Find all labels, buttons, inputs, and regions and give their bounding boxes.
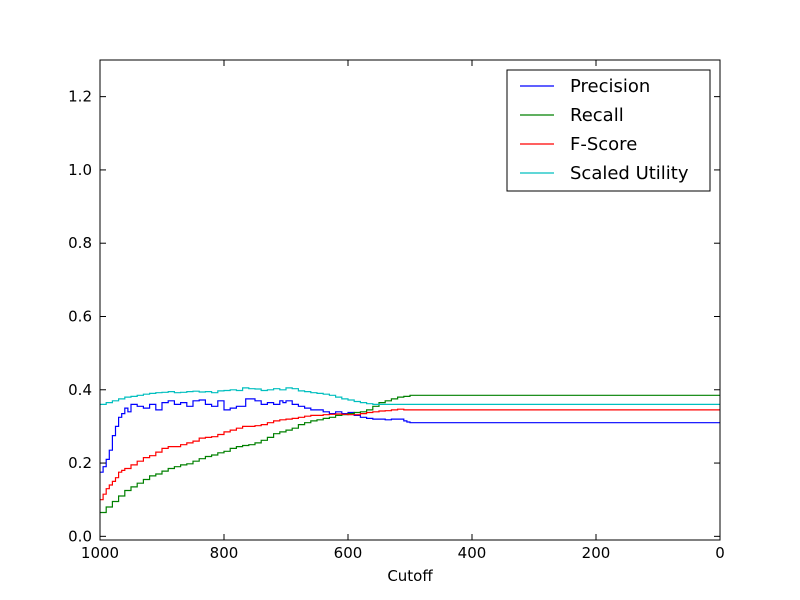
y-tick-label: 0.2 [68, 454, 92, 472]
x-tick-label: 200 [582, 544, 611, 562]
y-axis: 0.0 0.2 0.4 0.6 0.8 1.0 1.2 [68, 88, 720, 545]
legend-label-precision: Precision [570, 76, 650, 97]
y-tick-label: 0.0 [68, 527, 92, 545]
series-line-scaled-utility [100, 387, 720, 405]
series-line-precision [100, 398, 720, 473]
y-tick-label: 0.8 [68, 234, 92, 252]
x-tick-label: 800 [210, 544, 239, 562]
x-axis-label: Cutoff [387, 567, 433, 585]
legend-label-scaled-utility: Scaled Utility [570, 163, 689, 184]
series-line-recall [100, 394, 720, 514]
legend-label-recall: Recall [570, 105, 624, 126]
y-tick-label: 1.2 [68, 88, 92, 106]
y-tick-label: 0.6 [68, 307, 92, 325]
x-tick-label: 1000 [81, 544, 119, 562]
x-tick-label: 400 [458, 544, 487, 562]
legend: Precision Recall F-Score Scaled Utility [506, 69, 711, 192]
series-line-f-score [100, 408, 720, 501]
y-tick-label: 0.4 [68, 381, 92, 399]
legend-label-f-score: F-Score [570, 134, 637, 155]
x-axis: 1000 800 600 400 200 0 [81, 60, 725, 562]
series-layer [100, 387, 720, 514]
plot-frame [99, 59, 721, 541]
y-tick-label: 1.0 [68, 161, 92, 179]
x-tick-label: 600 [334, 544, 363, 562]
legend-box [506, 69, 711, 192]
x-tick-label: 0 [715, 544, 725, 562]
